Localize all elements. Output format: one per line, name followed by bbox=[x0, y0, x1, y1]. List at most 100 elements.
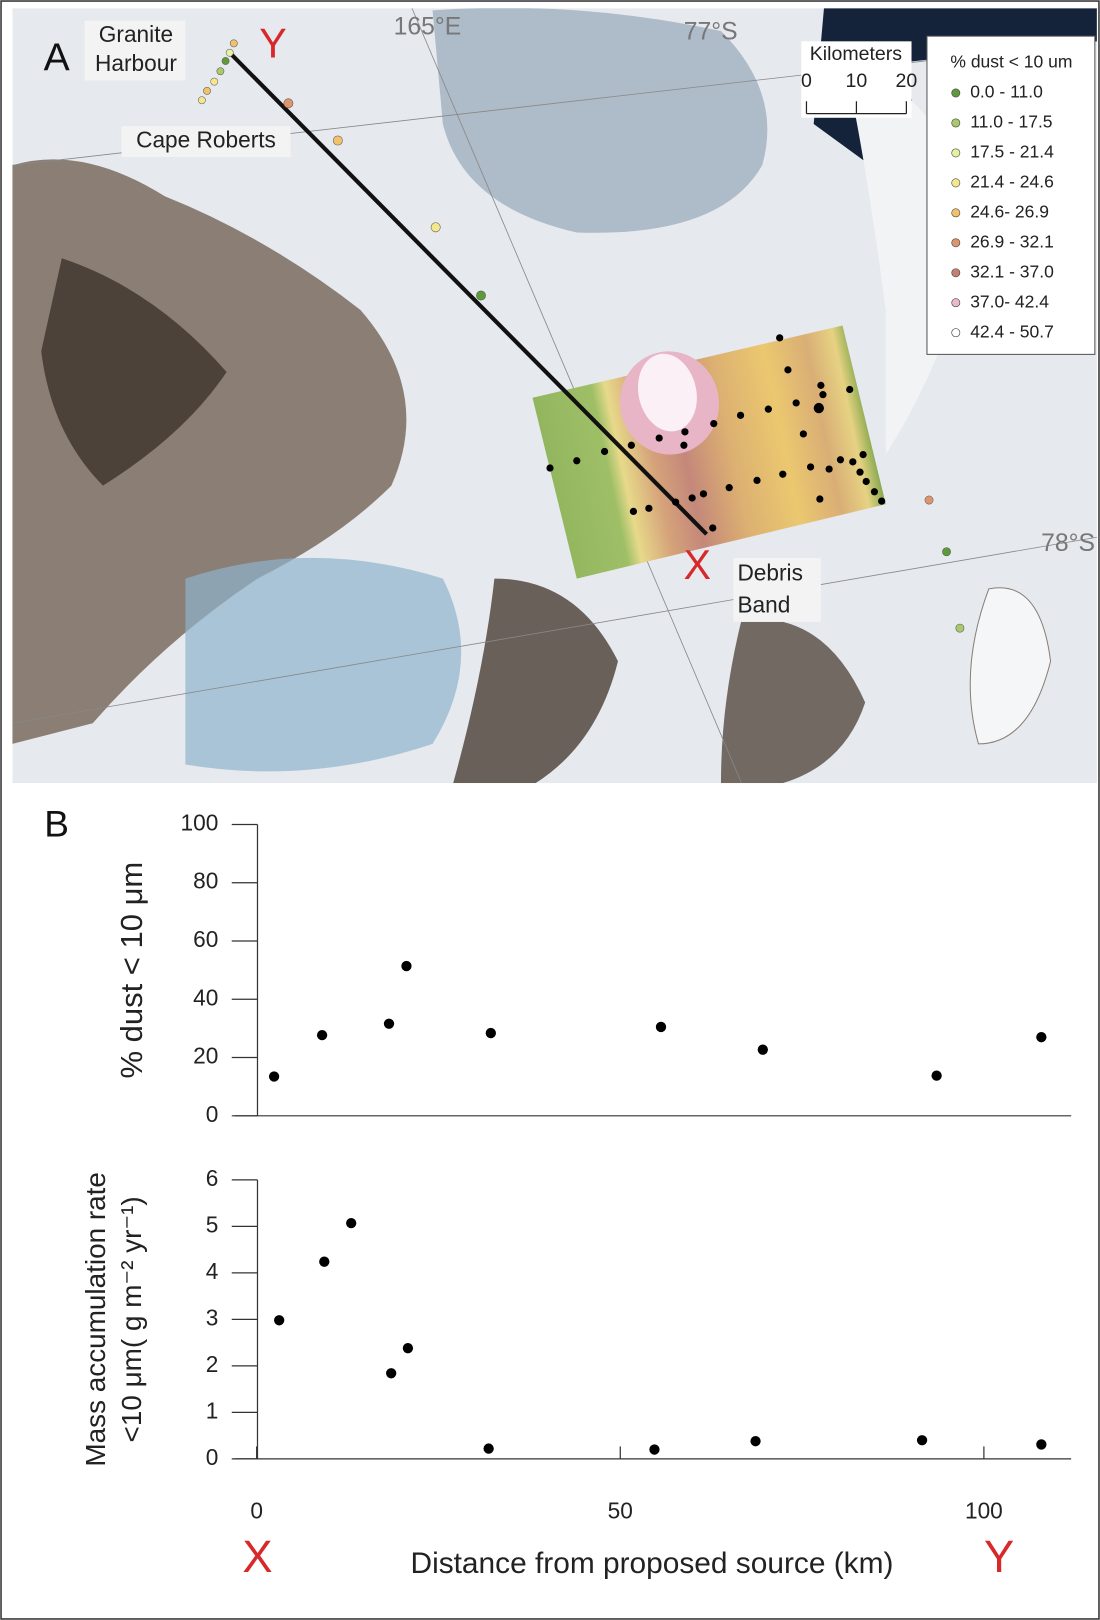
sample bbox=[860, 451, 867, 458]
legend-marker bbox=[952, 269, 960, 277]
point bbox=[1036, 1439, 1046, 1449]
dust-site bbox=[203, 87, 210, 94]
sample bbox=[700, 490, 707, 497]
sample bbox=[726, 484, 733, 491]
y-axis-label: % dust < 10 μm bbox=[114, 862, 149, 1079]
point bbox=[931, 1070, 941, 1080]
sample bbox=[630, 508, 637, 515]
y-tick-label: 0 bbox=[206, 1444, 219, 1470]
place-label: Cape Roberts bbox=[136, 127, 276, 153]
y-tick-label: 1 bbox=[206, 1397, 219, 1423]
sample bbox=[753, 477, 760, 484]
sample bbox=[871, 488, 878, 495]
point bbox=[656, 1022, 666, 1032]
y-tick-label: 6 bbox=[206, 1165, 219, 1191]
y-axis-label: <10 μm( g m⁻² yr⁻¹) bbox=[116, 1196, 147, 1442]
sample bbox=[737, 412, 744, 419]
point bbox=[758, 1045, 768, 1055]
sample bbox=[628, 442, 635, 449]
glacier bbox=[185, 558, 461, 772]
y-tick-label: 5 bbox=[206, 1211, 219, 1237]
place-label: Granite bbox=[99, 21, 173, 47]
point bbox=[319, 1257, 329, 1267]
dust-site bbox=[226, 49, 233, 56]
legend-label: 17.5 - 21.4 bbox=[970, 142, 1054, 162]
legend-label: 24.6- 26.9 bbox=[970, 201, 1049, 221]
sample bbox=[814, 403, 824, 413]
y-tick-label: 20 bbox=[193, 1043, 218, 1069]
sample bbox=[807, 463, 814, 470]
point bbox=[274, 1315, 284, 1325]
y-tick-label: 60 bbox=[193, 926, 218, 952]
point bbox=[403, 1343, 413, 1353]
point bbox=[750, 1436, 760, 1446]
point bbox=[483, 1443, 493, 1453]
x-tick-label: 0 bbox=[250, 1498, 263, 1524]
scale-label: 0 bbox=[801, 70, 812, 92]
panel-label: B bbox=[44, 802, 69, 844]
sample bbox=[645, 505, 652, 512]
point bbox=[649, 1444, 659, 1454]
sample bbox=[681, 428, 688, 435]
sample bbox=[800, 430, 807, 437]
endpoint-label: X bbox=[684, 542, 711, 588]
point bbox=[1036, 1032, 1046, 1042]
dust-site bbox=[942, 548, 950, 556]
sample bbox=[856, 469, 863, 476]
point bbox=[486, 1028, 496, 1038]
legend-marker bbox=[952, 89, 960, 97]
sample bbox=[601, 448, 608, 455]
dust-site bbox=[431, 223, 440, 232]
legend-marker bbox=[952, 149, 960, 157]
endpoint-label: X bbox=[242, 1531, 272, 1582]
sample bbox=[672, 499, 679, 506]
sample bbox=[776, 334, 783, 341]
legend-label: 37.0- 42.4 bbox=[970, 291, 1049, 311]
graticule-label: 165°E bbox=[394, 13, 462, 40]
map: 165°E 77°S 78°S Granite Harbour Cape Rob… bbox=[12, 8, 1097, 783]
sample bbox=[546, 464, 553, 471]
sample bbox=[826, 465, 833, 472]
dust-site bbox=[333, 136, 342, 145]
sample bbox=[846, 386, 853, 393]
point bbox=[346, 1218, 356, 1228]
sample bbox=[863, 478, 870, 485]
point bbox=[317, 1030, 327, 1040]
legend-marker bbox=[952, 239, 960, 247]
figure: 165°E 77°S 78°S Granite Harbour Cape Rob… bbox=[0, 0, 1100, 1620]
sample bbox=[656, 434, 663, 441]
point bbox=[384, 1019, 394, 1029]
y-axis-label: Mass accumulation rate bbox=[80, 1172, 111, 1467]
sample bbox=[710, 420, 717, 427]
y-tick-label: 2 bbox=[206, 1351, 219, 1377]
place-label: Band bbox=[737, 591, 790, 617]
legend-title: % dust < 10 um bbox=[950, 52, 1072, 72]
x-tick-label: 50 bbox=[608, 1498, 633, 1524]
sample bbox=[837, 456, 844, 463]
sample bbox=[709, 524, 716, 531]
y-tick-label: 4 bbox=[206, 1258, 219, 1284]
y-tick-label: 40 bbox=[193, 984, 218, 1010]
endpoint-label: Y bbox=[984, 1531, 1014, 1582]
place-label: Debris bbox=[737, 559, 802, 585]
endpoint-label: Y bbox=[259, 20, 286, 66]
legend-marker bbox=[952, 119, 960, 127]
sample bbox=[817, 382, 824, 389]
y-tick-label: 3 bbox=[206, 1304, 219, 1330]
legend-marker bbox=[952, 209, 960, 217]
dust-site bbox=[476, 291, 485, 300]
sample bbox=[680, 442, 687, 449]
sample bbox=[573, 457, 580, 464]
dust-site bbox=[222, 57, 229, 64]
x-tick-label: 100 bbox=[965, 1498, 1003, 1524]
legend-label: 26.9 - 32.1 bbox=[970, 231, 1054, 251]
dust-site bbox=[217, 68, 224, 75]
y-tick-label: 100 bbox=[181, 809, 219, 835]
sample bbox=[784, 366, 791, 373]
place-label: Harbour bbox=[95, 50, 177, 76]
sample bbox=[849, 458, 856, 465]
dust-site bbox=[284, 99, 293, 108]
y-tick-label: 0 bbox=[206, 1101, 219, 1127]
y-tick-label: 80 bbox=[193, 868, 218, 894]
graticule-label: 78°S bbox=[1041, 530, 1095, 557]
